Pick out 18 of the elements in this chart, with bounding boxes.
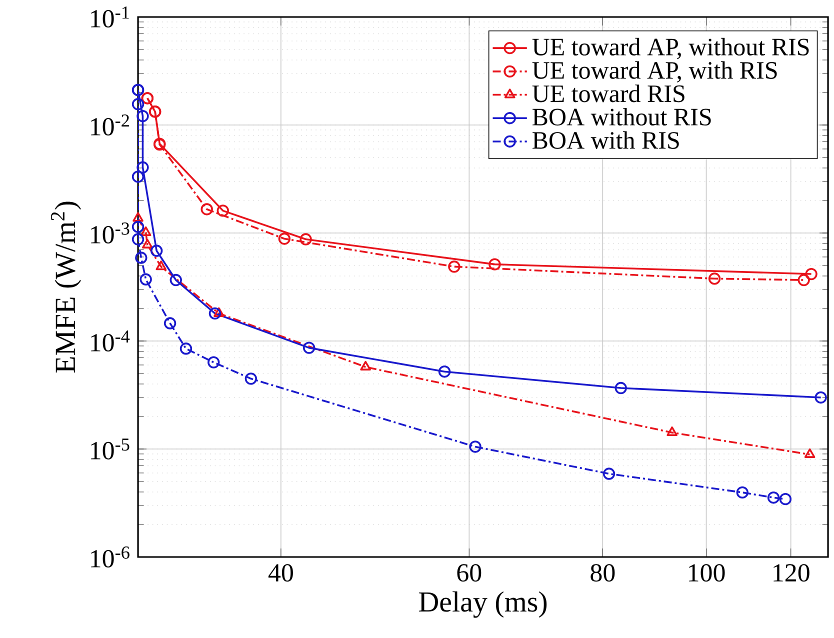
y-tick-label: 10$^{-3}$ [91, 222, 130, 244]
x-tick-label: 60 [457, 564, 482, 582]
x-tick-label: 80 [590, 564, 615, 582]
y-axis-title: EMFE (W/m$^{2}$) [51, 202, 82, 373]
y-tick-label: 10$^{-4}$ [91, 330, 130, 352]
legend-label: UE toward AP, with RIS [532, 61, 777, 82]
legend-label: UE toward RIS [532, 84, 684, 102]
x-axis-title: Delay (ms) [419, 591, 547, 618]
legend-label: UE toward AP, without RIS [532, 38, 809, 60]
x-tick-label: 100 [689, 564, 725, 582]
legend-label: BOA without RIS [532, 108, 711, 126]
y-tick-label: 10$^{-1}$ [91, 6, 129, 28]
x-tick-label: 120 [774, 564, 810, 582]
y-tick-label: 10$^{-5}$ [91, 438, 130, 460]
legend-label: BOA with RIS [532, 131, 679, 149]
y-tick-label: 10$^{-2}$ [91, 114, 129, 136]
y-tick-label: 10$^{-6}$ [91, 546, 130, 568]
x-tick-label: 40 [268, 564, 293, 582]
